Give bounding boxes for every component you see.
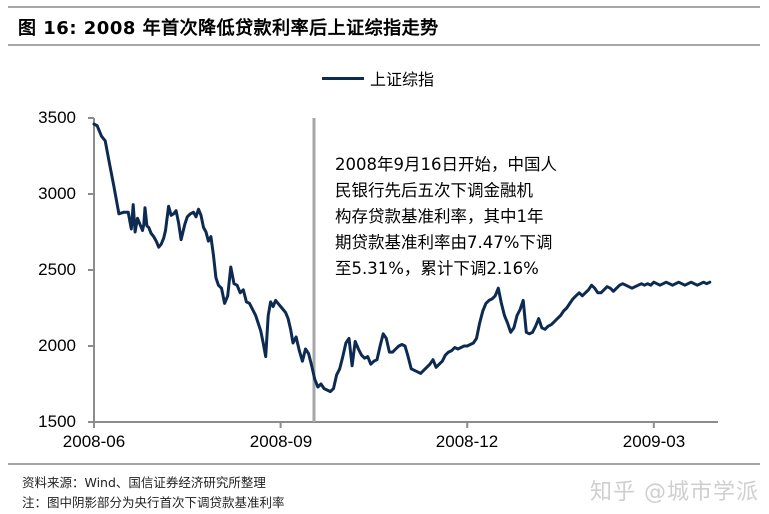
shanghai-composite-line [92,122,712,394]
x-tick-label: 2008-06 [62,432,126,451]
x-tick-marks [93,422,655,428]
x-tick-label: 2008-09 [249,432,313,451]
chart-title: 图 16: 2008 年首次降低贷款利率后上证综指走势 [18,18,439,39]
y-tick-label: 3000 [38,184,76,203]
y-tick-label: 1500 [38,412,76,431]
shading-note: 注：图中阴影部分为央行首次下调贷款基准利率 [22,495,285,510]
rate-cut-annotation: 2008年9月16日开始，中国人 民银行先后五次下调金融机 构存贷款基准利率，其… [335,155,557,278]
source-note: 资料来源：Wind、国信证券经济研究所整理 [22,475,266,490]
legend-line-swatch-icon [322,76,364,80]
footer-rule [8,463,760,465]
legend: 上证综指 [322,66,434,90]
y-tick-label: 3500 [38,108,76,127]
x-tick-label: 2009-03 [622,432,686,451]
y-tick-label: 2000 [38,336,76,355]
y-tick-label: 2500 [38,260,76,279]
legend-label: 上证综指 [370,70,435,89]
title-rule [8,44,760,46]
top-rule [8,6,760,8]
x-tick-label: 2008-12 [435,432,499,451]
watermark: 知乎 @城市学派 [590,480,759,505]
